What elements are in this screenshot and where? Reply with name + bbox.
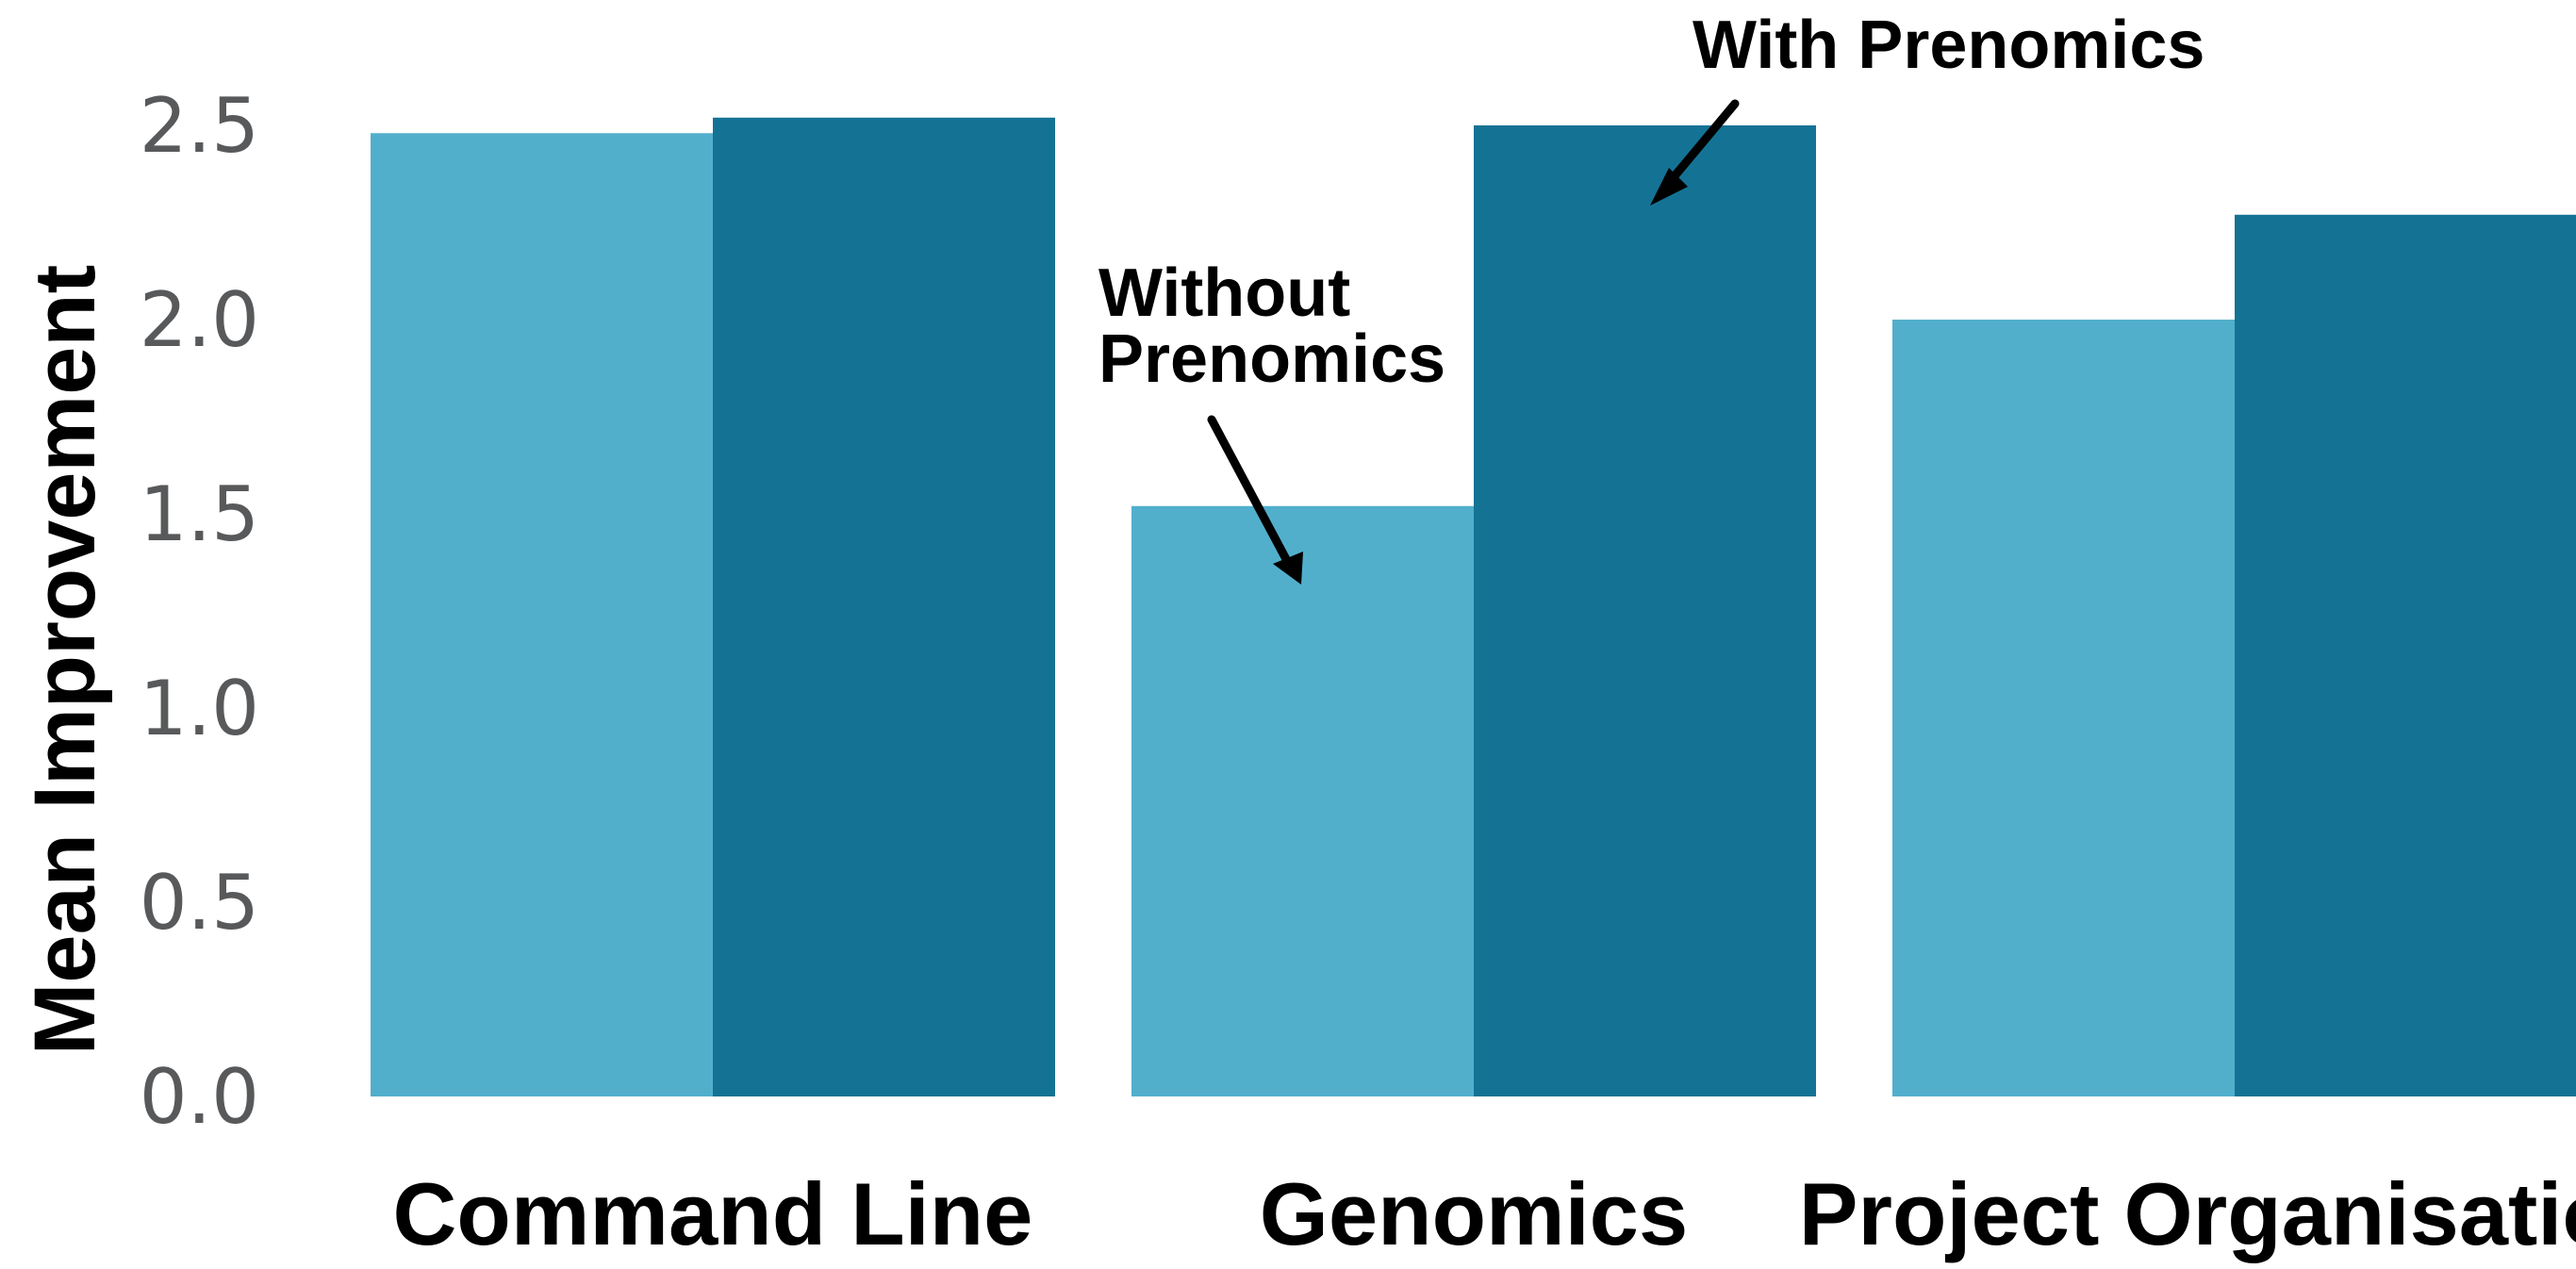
bar-without-project-organisation bbox=[1892, 320, 2235, 1096]
annotation-with-label: With Prenomics bbox=[1693, 8, 2204, 83]
y-tick-label: 2.5 bbox=[140, 82, 259, 170]
bar-without-genomics bbox=[1131, 505, 1474, 1096]
x-category-label: Genomics bbox=[1260, 1164, 1689, 1263]
annotation-without-label-1: Without bbox=[1098, 255, 1350, 331]
arrow-line bbox=[1660, 99, 1740, 193]
annotation-without-label-2: Prenomics bbox=[1098, 321, 1445, 397]
y-tick-labels: 0.0 0.5 1.0 1.5 2.0 2.5 bbox=[140, 82, 259, 1141]
bar-without-command-line bbox=[371, 133, 713, 1097]
y-tick-label: 0.5 bbox=[140, 859, 259, 947]
annotation-with-prenomics: With Prenomics bbox=[1650, 8, 2204, 206]
bar-with-genomics bbox=[1474, 125, 1816, 1096]
annotation-without-prenomics: Without Prenomics bbox=[1098, 255, 1445, 585]
y-tick-label: 2.0 bbox=[140, 276, 259, 364]
arrow-line bbox=[1207, 415, 1292, 566]
y-tick-label: 1.5 bbox=[140, 470, 259, 558]
y-tick-label: 1.0 bbox=[140, 665, 259, 752]
x-category-labels: Command Line Genomics Project Organisation bbox=[393, 1164, 2576, 1263]
x-category-label: Command Line bbox=[393, 1164, 1033, 1263]
arrow-head bbox=[1273, 552, 1303, 585]
y-tick-label: 0.0 bbox=[140, 1053, 259, 1141]
bar-with-project-organisation bbox=[2235, 214, 2576, 1096]
bars-group bbox=[371, 117, 2576, 1097]
y-axis-label: Mean Improvement bbox=[17, 265, 113, 1055]
bar-with-command-line bbox=[713, 117, 1055, 1096]
x-category-label: Project Organisation bbox=[1799, 1164, 2576, 1263]
arrow-head bbox=[1650, 168, 1688, 206]
